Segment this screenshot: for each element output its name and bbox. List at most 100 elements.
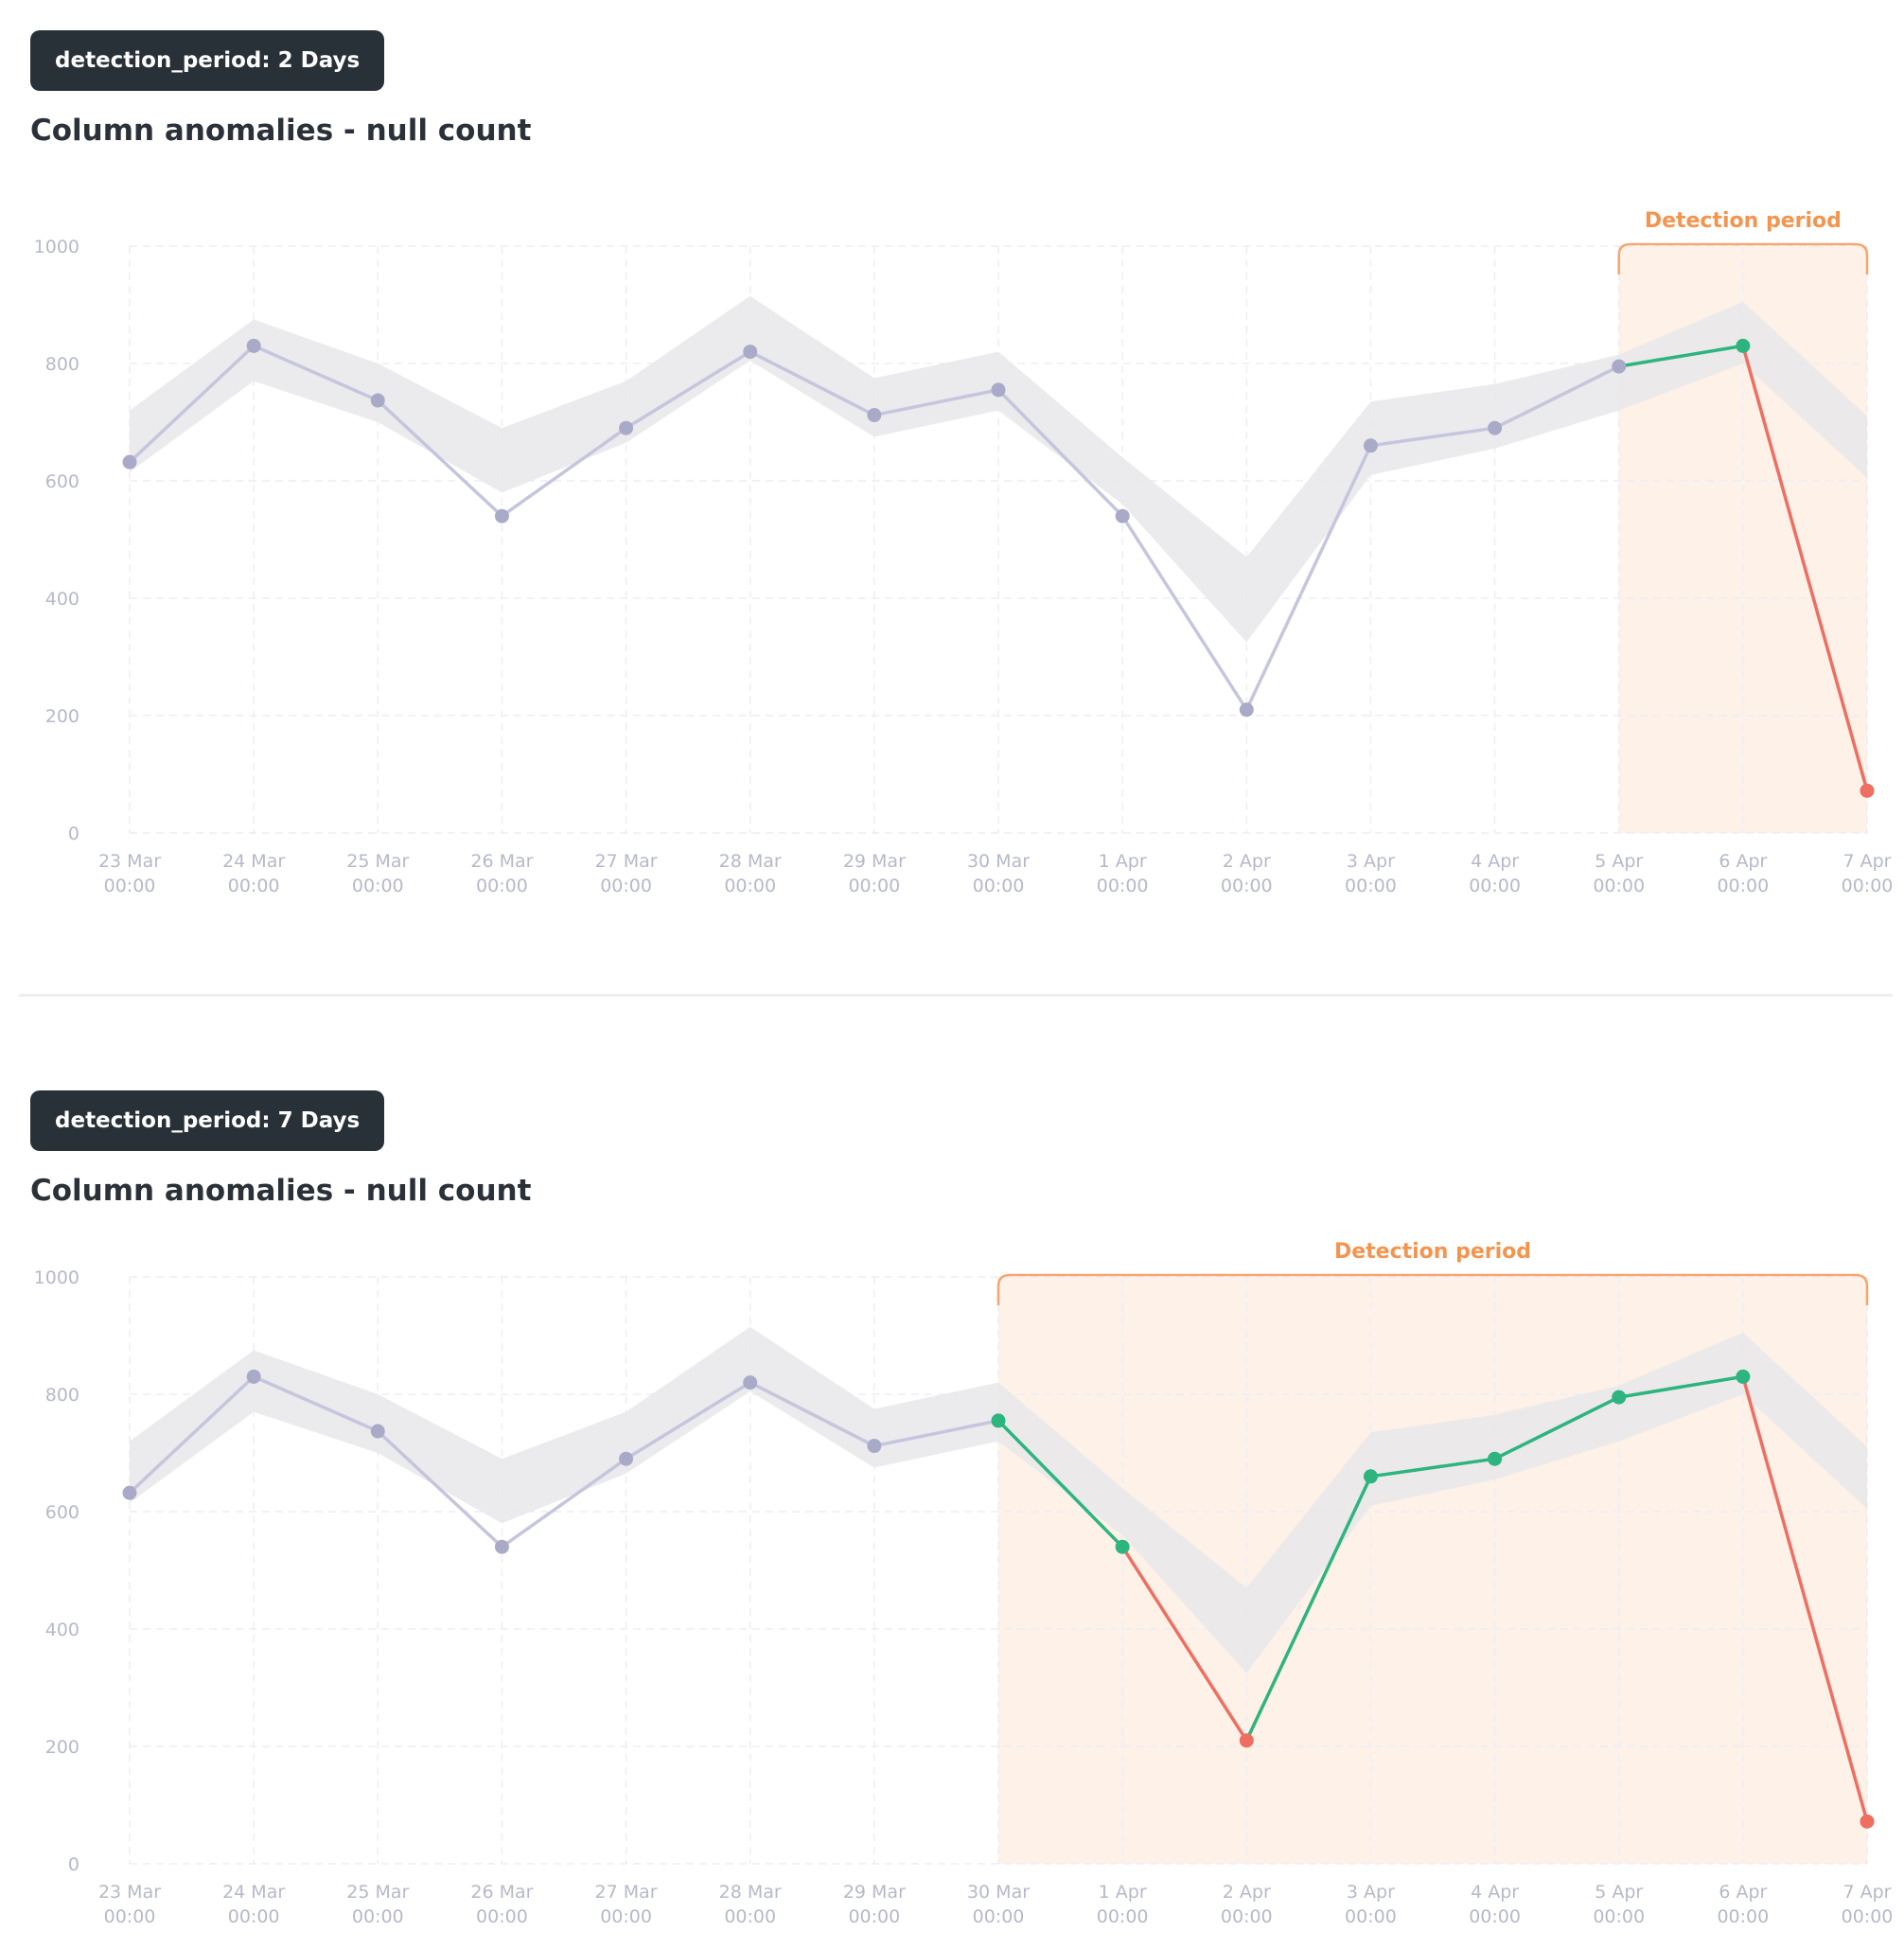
data-point xyxy=(1612,1390,1627,1405)
y-tick-label: 400 xyxy=(45,1620,79,1640)
data-point xyxy=(370,1424,385,1439)
series-segment xyxy=(1616,344,1745,368)
series-segment xyxy=(252,344,380,402)
series-segment xyxy=(1492,364,1621,430)
x-tick-label: 5 Apr xyxy=(1595,1882,1643,1903)
series-segment xyxy=(996,1419,1124,1549)
data-point xyxy=(1115,508,1130,523)
x-tick-label: 00:00 xyxy=(1593,1906,1645,1927)
x-tick-label: 00:00 xyxy=(1097,876,1149,896)
x-tick-label: 00:00 xyxy=(848,876,900,896)
x-tick-label: 00:00 xyxy=(600,1906,652,1927)
series-segment xyxy=(748,349,876,417)
series-segment xyxy=(128,344,256,464)
y-tick-label: 400 xyxy=(45,589,79,610)
x-tick-label: 3 Apr xyxy=(1347,851,1395,872)
data-point xyxy=(1612,359,1627,374)
data-point xyxy=(1363,1469,1378,1484)
panel-divider xyxy=(19,994,1893,997)
data-point xyxy=(743,345,758,360)
chart-panel: detection_period: 7 Days Column anomalie… xyxy=(0,1060,1904,1948)
series-segment xyxy=(500,426,628,518)
x-tick-label: 00:00 xyxy=(848,1906,900,1927)
data-point xyxy=(494,1539,509,1554)
expected-range-band xyxy=(130,295,1867,643)
series-segment xyxy=(1244,1475,1373,1743)
data-point xyxy=(1488,420,1503,435)
null-count-chart: 0 200 400 600 800 1000 Detection period 23 Mar 0… xyxy=(34,1240,1894,1927)
x-tick-label: 27 Mar xyxy=(595,851,658,872)
detection-period-tag: detection_period: 2 Days xyxy=(30,30,385,91)
x-tick-label: 1 Apr xyxy=(1099,851,1147,872)
y-tick-label: 600 xyxy=(45,1502,79,1523)
x-tick-label: 4 Apr xyxy=(1471,851,1519,872)
x-tick-label: 28 Mar xyxy=(719,851,782,872)
series-segment xyxy=(873,1419,1000,1448)
x-tick-label: 28 Mar xyxy=(719,1882,782,1903)
y-tick-label: 0 xyxy=(68,823,79,844)
detection-period-label: Detection period xyxy=(1645,209,1842,233)
data-point xyxy=(743,1375,758,1390)
detection-period-tag: detection_period: 7 Days xyxy=(30,1090,385,1151)
x-tick-label: 00:00 xyxy=(724,1906,776,1927)
chart-panel: detection_period: 2 Days Column anomalie… xyxy=(30,30,1894,896)
y-tick-label: 1000 xyxy=(34,1267,79,1288)
x-tick-label: 3 Apr xyxy=(1347,1882,1395,1903)
x-tick-label: 00:00 xyxy=(476,1906,528,1927)
x-tick-label: 26 Mar xyxy=(470,851,533,872)
series-segment xyxy=(500,1457,628,1549)
x-tick-label: 29 Mar xyxy=(843,851,906,872)
x-tick-label: 00:00 xyxy=(104,876,156,896)
x-tick-label: 00:00 xyxy=(352,876,404,896)
y-tick-label: 0 xyxy=(68,1854,79,1875)
data-point xyxy=(867,408,882,423)
null-count-chart: 0 200 400 600 800 1000 Detection period 23 Mar 0… xyxy=(34,209,1894,896)
x-tick-label: 30 Mar xyxy=(967,851,1030,872)
x-tick-label: 00:00 xyxy=(1345,1906,1397,1927)
x-tick-label: 25 Mar xyxy=(346,1882,409,1903)
x-tick-label: 00:00 xyxy=(1345,876,1397,896)
x-tick-label: 00:00 xyxy=(1593,876,1645,896)
x-tick-label: 23 Mar xyxy=(98,851,161,872)
data-point xyxy=(246,1369,261,1384)
series-segment xyxy=(1120,1545,1249,1743)
series-segment xyxy=(873,388,1000,417)
data-point xyxy=(867,1439,882,1454)
data-point xyxy=(1860,1814,1875,1829)
series-segment xyxy=(376,1429,504,1549)
series-segment xyxy=(252,1374,380,1433)
chart-title: Column anomalies - null count xyxy=(30,114,532,148)
series-segment xyxy=(1368,426,1497,448)
series-segment xyxy=(1244,444,1373,712)
data-point xyxy=(122,1485,137,1500)
data-point xyxy=(1860,783,1875,798)
data-point xyxy=(1239,702,1254,717)
series-segment xyxy=(376,398,504,518)
data-point xyxy=(991,1413,1006,1428)
series-segment xyxy=(1120,514,1249,712)
x-tick-label: 00:00 xyxy=(973,1906,1025,1927)
x-tick-label: 00:00 xyxy=(1469,876,1521,896)
x-tick-label: 6 Apr xyxy=(1719,851,1767,872)
detection-period-bracket xyxy=(996,1273,1869,1305)
x-tick-label: 00:00 xyxy=(228,876,280,896)
series-segment xyxy=(1616,1374,1745,1399)
y-tick-label: 800 xyxy=(45,354,79,375)
detection-period-bracket xyxy=(1617,242,1869,274)
x-tick-label: 27 Mar xyxy=(595,1882,658,1903)
detection-period-label: Detection period xyxy=(1334,1240,1531,1264)
data-point xyxy=(1488,1451,1503,1466)
x-tick-label: 00:00 xyxy=(724,876,776,896)
x-tick-label: 00:00 xyxy=(1717,876,1769,896)
series-segment xyxy=(624,349,752,430)
y-tick-label: 600 xyxy=(45,471,79,492)
y-tick-label: 800 xyxy=(45,1385,79,1406)
x-tick-label: 1 Apr xyxy=(1099,1882,1147,1903)
x-tick-label: 00:00 xyxy=(1221,876,1273,896)
x-tick-label: 00:00 xyxy=(600,876,652,896)
x-tick-label: 00:00 xyxy=(1469,1906,1521,1927)
series-segment xyxy=(1368,1457,1497,1479)
x-tick-label: 00:00 xyxy=(973,876,1025,896)
x-tick-label: 00:00 xyxy=(1221,1906,1273,1927)
data-point xyxy=(619,1451,634,1466)
